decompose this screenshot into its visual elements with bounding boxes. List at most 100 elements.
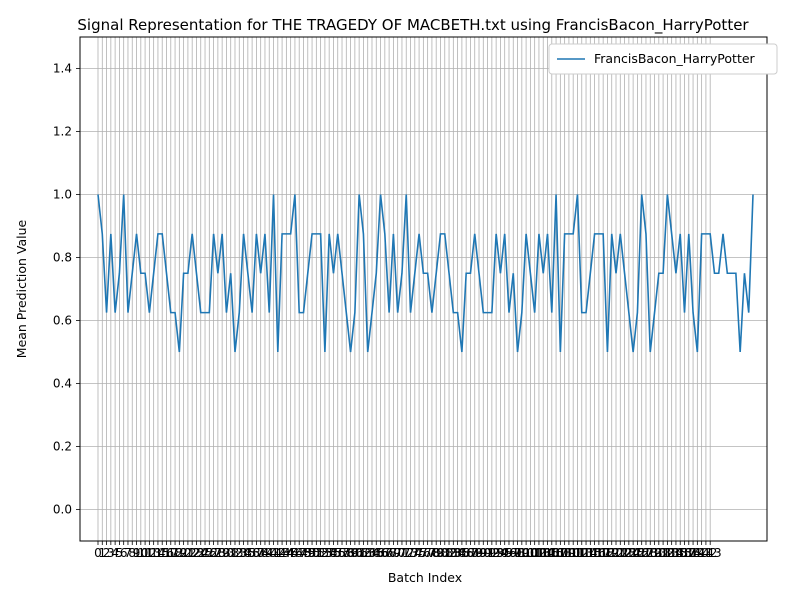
- x-tick-label: 17: [163, 546, 178, 560]
- x-tick-label: 141: [690, 546, 713, 560]
- x-tick-label: 75: [411, 546, 426, 560]
- x-tick-label: 61: [352, 546, 367, 560]
- x-tick-label: 107: [545, 546, 568, 560]
- x-tick-label: 114: [575, 546, 598, 560]
- y-tick-label: 0.2: [53, 440, 72, 454]
- x-tick-label: 79: [429, 546, 444, 560]
- x-tick-label: 15: [155, 546, 170, 560]
- x-tick-label: 132: [652, 546, 675, 560]
- x-tick-label: 80: [433, 546, 448, 560]
- x-tick-label: 49: [300, 546, 315, 560]
- x-tick-label: 68: [381, 546, 396, 560]
- x-tick-label: 77: [420, 546, 435, 560]
- x-tick-label: 28: [210, 546, 225, 560]
- x-tick-label: 120: [600, 546, 623, 560]
- x-tick-label: 121: [605, 546, 628, 560]
- x-tick-label: 86: [459, 546, 474, 560]
- x-tick-label: 140: [686, 546, 709, 560]
- x-tick-label: 41: [266, 546, 281, 560]
- chart-title: Signal Representation for THE TRAGEDY OF…: [77, 16, 749, 35]
- y-tick-label: 0.4: [53, 377, 72, 391]
- x-tick-label: 56: [330, 546, 345, 560]
- x-tick-label: 0: [94, 546, 102, 560]
- x-tick-label: 34: [236, 546, 251, 560]
- x-tick-label: 134: [660, 546, 683, 560]
- x-tick-label: 59: [343, 546, 358, 560]
- x-tick-label: 103: [527, 546, 550, 560]
- x-tick-label: 37: [249, 546, 264, 560]
- x-tick-label: 99: [514, 546, 529, 560]
- x-tick-label: 57: [334, 546, 349, 560]
- x-tick-label: 65: [369, 546, 384, 560]
- x-tick-label: 83: [446, 546, 461, 560]
- x-tick-label: 113: [570, 546, 593, 560]
- x-tick-label: 129: [639, 546, 662, 560]
- x-tick-label: 116: [583, 546, 606, 560]
- x-tick-label: 36: [244, 546, 259, 560]
- y-gridlines: [80, 68, 767, 510]
- y-axis-label: Mean Prediction Value: [14, 219, 29, 358]
- x-tick-label: 30: [219, 546, 234, 560]
- x-tick-label: 71: [394, 546, 409, 560]
- x-tick-label: 43: [274, 546, 289, 560]
- x-tick-label: 60: [347, 546, 362, 560]
- x-tick-label: 88: [467, 546, 482, 560]
- y-axis-ticks: 0.0 0.2 0.4 0.6 0.8 1.0 1.2 1.4: [53, 62, 80, 517]
- x-tick-label: 72: [399, 546, 414, 560]
- x-axis-ticks: 0123456789101112131415161718192021222324…: [94, 541, 722, 560]
- x-tick-label: 70: [390, 546, 405, 560]
- x-tick-label: 73: [403, 546, 418, 560]
- y-tick-label: 0.8: [53, 251, 72, 265]
- x-tick-label: 90: [476, 546, 491, 560]
- x-tick-label: 32: [227, 546, 242, 560]
- x-tick-label: 24: [193, 546, 208, 560]
- x-tick-label: 91: [480, 546, 495, 560]
- x-tick-label: 92: [484, 546, 499, 560]
- x-tick-label: 102: [523, 546, 546, 560]
- x-tick-label: 9: [133, 546, 141, 560]
- x-tick-label: 142: [694, 546, 717, 560]
- x-tick-label: 126: [626, 546, 649, 560]
- x-tick-label: 58: [339, 546, 354, 560]
- x-tick-label: 19: [172, 546, 187, 560]
- x-tick-label: 23: [189, 546, 204, 560]
- x-tick-label: 18: [167, 546, 182, 560]
- x-tick-label: 12: [142, 546, 157, 560]
- x-tick-label: 64: [364, 546, 379, 560]
- y-tick-label: 1.4: [53, 62, 72, 76]
- series-line: [97, 194, 754, 353]
- x-tick-label: 112: [566, 546, 589, 560]
- x-tick-label: 135: [664, 546, 687, 560]
- x-tick-label: 29: [215, 546, 230, 560]
- x-tick-label: 5: [116, 546, 124, 560]
- x-tick-label: 6: [120, 546, 128, 560]
- x-tick-label: 105: [536, 546, 559, 560]
- x-tick-label: 53: [317, 546, 332, 560]
- x-tick-label: 108: [549, 546, 572, 560]
- x-tick-label: 33: [232, 546, 247, 560]
- x-tick-label: 130: [643, 546, 666, 560]
- y-tick-label: 1.2: [53, 125, 72, 139]
- x-tick-label: 67: [377, 546, 392, 560]
- x-tick-label: 89: [471, 546, 486, 560]
- x-tick-label: 14: [150, 546, 165, 560]
- x-tick-label: 50: [304, 546, 319, 560]
- x-tick-label: 4: [111, 546, 119, 560]
- x-tick-label: 109: [553, 546, 576, 560]
- x-tick-label: 133: [656, 546, 679, 560]
- x-tick-label: 45: [283, 546, 298, 560]
- x-tick-label: 81: [437, 546, 452, 560]
- x-tick-label: 117: [587, 546, 610, 560]
- x-tick-label: 119: [596, 546, 619, 560]
- x-axis-label: Batch Index: [388, 570, 462, 585]
- x-tick-label: 125: [622, 546, 645, 560]
- x-tick-label: 82: [441, 546, 456, 560]
- y-tick-label: 1.0: [53, 188, 72, 202]
- x-tick-label: 84: [450, 546, 465, 560]
- x-tick-label: 76: [416, 546, 431, 560]
- x-tick-label: 123: [613, 546, 636, 560]
- x-tick-label: 55: [326, 546, 341, 560]
- x-tick-label: 95: [497, 546, 512, 560]
- x-tick-label: 40: [262, 546, 277, 560]
